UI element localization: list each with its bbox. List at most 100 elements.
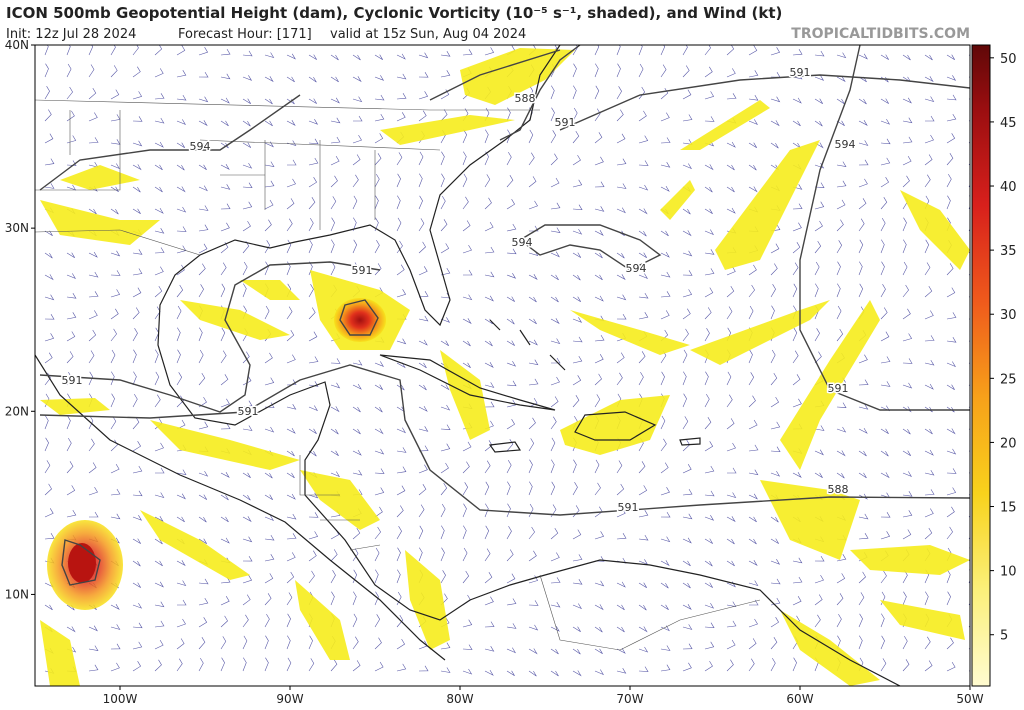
- wind-barb: [220, 350, 227, 364]
- wind-barb: [132, 140, 143, 147]
- wind-barb: [594, 63, 599, 78]
- wind-barb: [396, 614, 404, 628]
- wind-barb: [836, 219, 844, 232]
- wind-barb: [352, 262, 359, 276]
- wind-barb: [704, 622, 715, 629]
- wind-barb: [506, 360, 517, 367]
- wind-barb: [924, 469, 935, 476]
- wind-barb: [836, 76, 846, 83]
- wind-barb: [330, 196, 337, 210]
- wind-barb: [242, 75, 253, 81]
- wind-barb: [374, 468, 385, 474]
- wind-barb: [946, 428, 956, 435]
- wind-barb: [374, 637, 382, 650]
- wind-barb: [242, 555, 253, 562]
- wind-barb: [858, 178, 868, 188]
- wind-barb: [154, 492, 165, 498]
- wind-barb: [44, 604, 53, 611]
- colorbar-label: 25: [1000, 372, 1017, 387]
- wind-barb: [440, 503, 446, 518]
- wind-barb: [638, 604, 647, 611]
- wind-barb: [176, 70, 187, 78]
- wind-barb: [242, 614, 249, 628]
- wind-barb: [154, 45, 163, 56]
- wind-barb: [682, 230, 692, 237]
- wind-barb: [198, 243, 208, 254]
- wind-barb: [44, 183, 55, 189]
- wind-barb: [616, 668, 627, 674]
- wind-barb: [836, 554, 847, 562]
- wind-barb: [748, 349, 753, 364]
- wind-barb: [506, 439, 514, 452]
- wind-barb: [462, 461, 470, 474]
- wind-barb: [44, 158, 55, 166]
- wind-barb: [682, 513, 693, 520]
- wind-barb: [550, 396, 559, 408]
- wind-barb: [858, 159, 869, 166]
- wind-barb: [528, 200, 538, 210]
- wind-barb: [682, 560, 691, 567]
- wind-barb: [176, 142, 185, 148]
- wind-barb: [154, 442, 164, 452]
- wind-barb: [286, 198, 295, 210]
- wind-barb: [396, 447, 407, 453]
- wind-barb: [396, 663, 407, 672]
- wind-barb: [506, 175, 514, 188]
- wind-barb: [506, 340, 515, 346]
- wind-barb: [572, 395, 580, 408]
- wind-barb: [946, 173, 952, 188]
- wind-barb: [154, 560, 163, 567]
- wind-barb: [440, 570, 446, 584]
- wind-barb: [550, 296, 559, 303]
- wind-barb: [462, 503, 467, 518]
- wind-barb: [528, 459, 533, 474]
- wind-barb: [880, 472, 890, 479]
- wind-barb: [154, 601, 165, 608]
- wind-barb: [198, 205, 209, 211]
- wind-barb: [110, 289, 121, 298]
- map-background: [35, 45, 970, 686]
- wind-barb: [616, 483, 625, 496]
- wind-barb: [902, 635, 908, 650]
- wind-barb: [374, 361, 385, 368]
- wind-barb: [484, 481, 490, 496]
- wind-barb: [132, 268, 143, 276]
- wind-barb: [770, 657, 776, 672]
- wind-barb: [396, 638, 406, 650]
- wind-barb: [946, 526, 953, 540]
- wind-barb: [462, 644, 473, 650]
- wind-barb: [880, 54, 889, 60]
- wind-barb: [132, 307, 140, 320]
- wind-barb: [880, 118, 891, 125]
- wind-barb: [110, 643, 121, 650]
- wind-barb: [682, 65, 690, 78]
- wind-barb: [418, 151, 424, 166]
- wind-barb: [946, 506, 955, 518]
- wind-barb: [44, 415, 49, 430]
- wind-barb: [638, 86, 646, 100]
- wind-barb: [792, 557, 803, 564]
- wind-barb: [177, 599, 187, 606]
- wind-barb: [110, 163, 121, 170]
- wind-barb: [286, 657, 292, 672]
- wind-barb: [198, 372, 206, 386]
- wind-barb: [572, 179, 583, 188]
- wind-barb: [924, 134, 934, 144]
- wind-barb: [924, 54, 933, 61]
- wind-barb: [748, 305, 754, 320]
- wind-barb: [242, 425, 253, 431]
- wind-barb: [924, 636, 931, 650]
- wind-barb: [704, 116, 715, 122]
- wind-barb: [440, 404, 451, 411]
- wind-barb: [198, 637, 206, 650]
- wind-barb: [418, 665, 429, 672]
- wind-barb: [352, 96, 363, 103]
- wind-barb: [308, 331, 318, 342]
- wind-barb: [66, 626, 76, 633]
- wind-barb: [572, 626, 581, 632]
- wind-barb: [660, 415, 666, 430]
- wind-barb: [572, 130, 580, 144]
- wind-barb: [660, 645, 671, 651]
- wind-barb: [418, 266, 428, 276]
- wind-barb: [682, 45, 688, 56]
